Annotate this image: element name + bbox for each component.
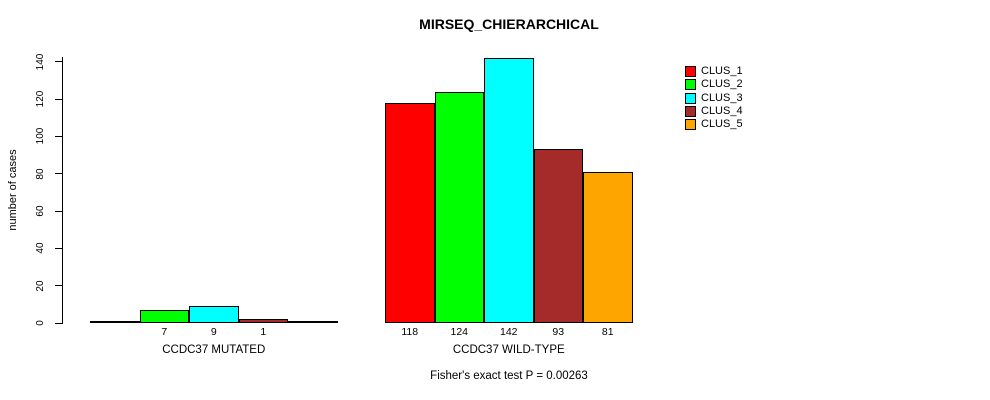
y-axis-label: number of cases (7, 149, 19, 231)
legend-swatch-clus_5 (685, 119, 696, 131)
bar-value-label: 9 (210, 326, 217, 338)
chart-title: MIRSEQ_CHIERARCHICAL (419, 16, 599, 32)
y-tick-mark (55, 135, 62, 137)
y-tick-mark (55, 98, 62, 100)
y-tick-label: 100 (35, 128, 46, 145)
y-tick-label: 120 (35, 90, 46, 108)
group-label-mutated: CCDC37 MUTATED (162, 344, 266, 356)
group-label-wild-type: CCDC37 WILD-TYPE (452, 344, 565, 356)
legend-label-clus_2: CLUS_2 (701, 78, 743, 91)
y-tick-label: 0 (35, 320, 46, 326)
y-tick-label: 140 (35, 53, 46, 71)
bar-value-label: 93 (552, 326, 565, 338)
fisher-test-footnote: Fisher's exact test P = 0.00263 (430, 370, 588, 382)
legend-label-clus_4: CLUS_4 (701, 104, 743, 117)
legend-swatch-clus_2 (685, 79, 696, 91)
legend-label-clus_5: CLUS_5 (701, 118, 743, 131)
y-tick-label: 80 (35, 168, 46, 180)
bar-value-label: 7 (161, 326, 168, 338)
y-tick-mark (55, 285, 62, 287)
bar-clus_4-mutated (238, 319, 288, 323)
zero-bar-baseline (288, 321, 338, 323)
bar-clus_3-mutated (189, 306, 239, 323)
bar-value-label: 142 (499, 326, 518, 338)
y-tick-mark (55, 173, 62, 175)
legend-swatch-clus_1 (685, 66, 696, 77)
bar-clus_3-wild-type (484, 58, 534, 323)
bar-clus_5-wild-type (583, 172, 633, 323)
y-tick-label: 20 (35, 280, 46, 292)
bar-clus_4-wild-type (533, 149, 583, 323)
legend-label-clus_3: CLUS_3 (701, 91, 743, 104)
legend-swatch-clus_4 (685, 105, 696, 117)
bar-clus_2-wild-type (434, 92, 484, 323)
y-tick-mark (55, 61, 62, 63)
y-tick-mark (55, 247, 62, 249)
legend-label-clus_1: CLUS_1 (701, 65, 743, 77)
y-tick-label: 60 (35, 205, 46, 217)
zero-bar-baseline (90, 321, 140, 323)
bar-value-label: 124 (450, 326, 469, 338)
y-axis-line (62, 57, 63, 324)
bar-value-label: 118 (401, 326, 419, 338)
legend-swatch-clus_3 (685, 92, 696, 104)
bar-clus_2-mutated (139, 310, 189, 323)
bar-value-label: 1 (260, 326, 267, 338)
bar-clus_1-wild-type (385, 103, 435, 323)
y-tick-label: 40 (35, 242, 46, 254)
y-tick-mark (55, 210, 62, 212)
y-tick-mark (55, 322, 62, 324)
bar-value-label: 81 (601, 326, 614, 338)
